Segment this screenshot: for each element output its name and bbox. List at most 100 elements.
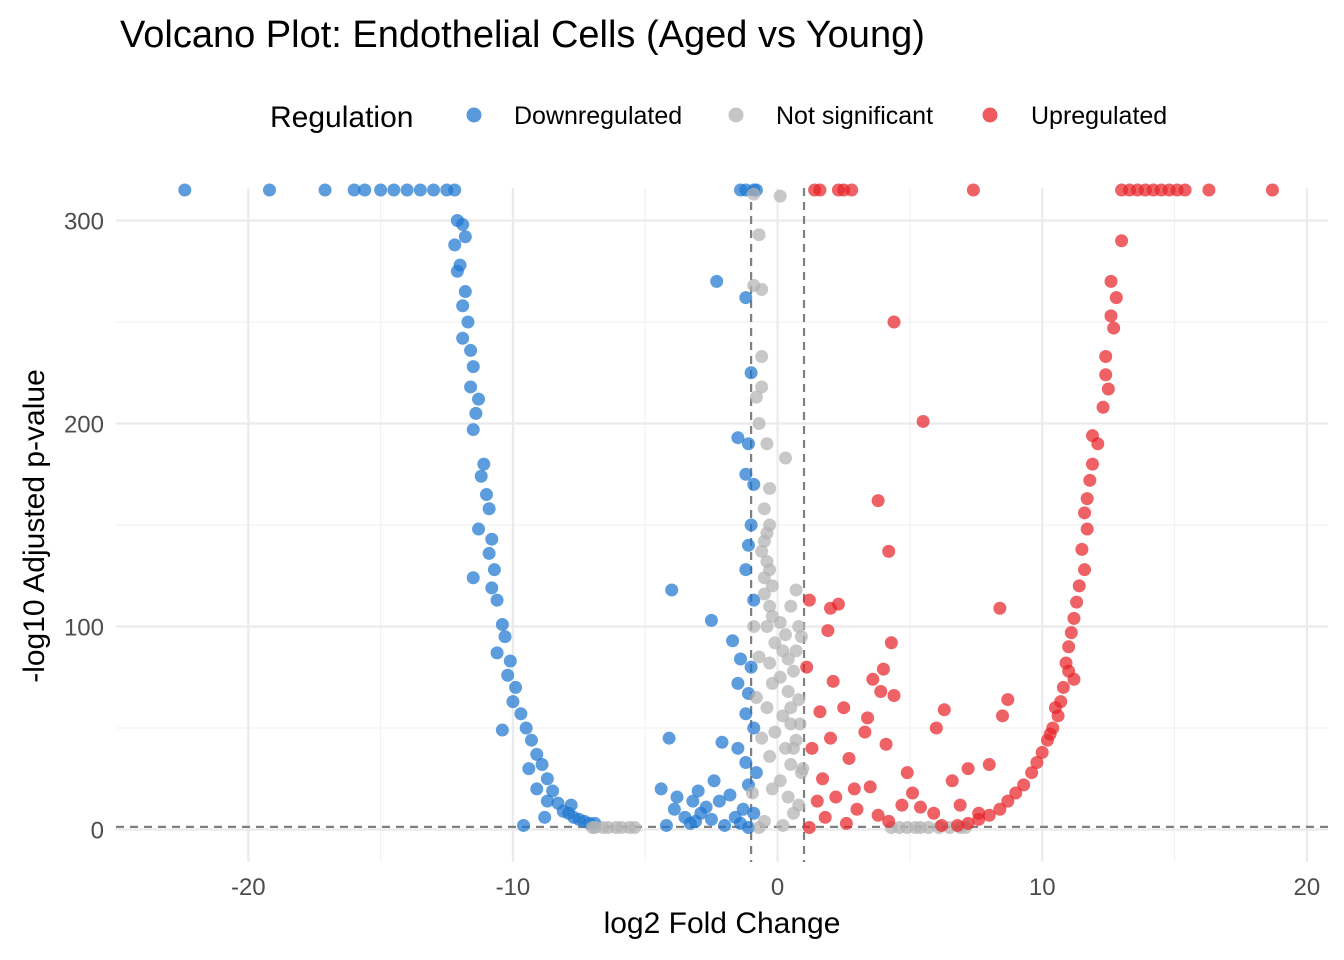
- point-downregulated: [456, 331, 470, 345]
- point-not-significant: [749, 691, 763, 705]
- point-downregulated: [466, 571, 480, 585]
- point-upregulated: [837, 701, 851, 715]
- point-not-significant: [768, 725, 782, 739]
- point-downregulated: [538, 810, 552, 824]
- point-downregulated: [469, 406, 483, 420]
- point-upregulated: [871, 808, 885, 822]
- point-not-significant: [763, 481, 777, 495]
- point-downregulated: [731, 431, 745, 445]
- point-downregulated: [413, 183, 427, 197]
- point-downregulated: [474, 469, 488, 483]
- point-not-significant: [792, 693, 806, 707]
- point-upregulated: [887, 315, 901, 329]
- x-tick-label: -20: [231, 874, 266, 901]
- point-downregulated: [741, 820, 755, 834]
- point-not-significant: [773, 189, 787, 203]
- point-upregulated: [1062, 664, 1076, 678]
- point-downregulated: [466, 423, 480, 437]
- point-upregulated: [858, 725, 872, 739]
- point-not-significant: [908, 820, 922, 834]
- point-not-significant: [760, 437, 774, 451]
- point-not-significant: [757, 502, 771, 516]
- point-downregulated: [736, 802, 750, 816]
- point-downregulated: [400, 183, 414, 197]
- point-not-significant: [921, 820, 935, 834]
- point-upregulated: [816, 772, 830, 786]
- point-downregulated: [517, 818, 531, 832]
- y-tick-label: 0: [91, 818, 104, 845]
- point-upregulated: [1035, 745, 1049, 759]
- point-not-significant: [747, 278, 761, 292]
- point-upregulated: [993, 802, 1007, 816]
- point-downregulated: [747, 593, 761, 607]
- point-upregulated: [906, 786, 920, 800]
- point-not-significant: [781, 790, 795, 804]
- point-downregulated: [744, 660, 758, 674]
- point-upregulated: [937, 703, 951, 717]
- point-downregulated: [747, 477, 761, 491]
- point-not-significant: [789, 644, 803, 658]
- point-not-significant: [628, 820, 642, 834]
- point-downregulated: [710, 274, 724, 288]
- point-downregulated: [564, 798, 578, 812]
- point-downregulated: [458, 230, 472, 244]
- y-tick-label: 300: [64, 208, 104, 235]
- point-downregulated: [540, 772, 554, 786]
- legend-label-upregulated: Upregulated: [1031, 102, 1167, 130]
- x-tick-label: 0: [771, 874, 784, 901]
- point-not-significant: [763, 599, 777, 613]
- point-downregulated: [723, 788, 737, 802]
- point-upregulated: [1115, 234, 1129, 248]
- point-not-significant: [749, 390, 763, 404]
- point-not-significant: [760, 620, 774, 634]
- point-upregulated: [1009, 786, 1023, 800]
- point-not-significant: [752, 650, 766, 664]
- point-not-significant: [781, 684, 795, 698]
- point-upregulated: [1265, 183, 1279, 197]
- point-upregulated: [945, 774, 959, 788]
- point-downregulated: [514, 707, 528, 721]
- point-upregulated: [982, 808, 996, 822]
- point-not-significant: [757, 587, 771, 601]
- point-upregulated: [874, 684, 888, 698]
- point-upregulated: [847, 782, 861, 796]
- point-downregulated: [749, 766, 763, 780]
- point-downregulated: [472, 522, 486, 536]
- point-upregulated: [813, 705, 827, 719]
- point-downregulated: [665, 583, 679, 597]
- point-upregulated: [961, 816, 975, 830]
- y-tick-label: 200: [64, 411, 104, 438]
- point-upregulated: [1043, 727, 1057, 741]
- point-downregulated: [318, 183, 332, 197]
- point-not-significant: [786, 664, 800, 678]
- x-tick-label: -10: [496, 874, 531, 901]
- point-upregulated: [961, 762, 975, 776]
- point-not-significant: [755, 350, 769, 363]
- point-upregulated: [1078, 506, 1092, 520]
- point-downregulated: [487, 563, 501, 577]
- point-upregulated: [887, 689, 901, 703]
- point-downregulated: [530, 747, 544, 761]
- point-downregulated: [479, 488, 493, 502]
- point-upregulated: [1056, 680, 1070, 694]
- point-upregulated: [839, 816, 853, 830]
- chart-title: Volcano Plot: Endothelial Cells (Aged vs…: [120, 14, 925, 56]
- point-upregulated: [1001, 693, 1015, 707]
- point-upregulated: [823, 601, 837, 615]
- point-downregulated: [490, 593, 504, 607]
- point-not-significant: [773, 615, 787, 629]
- point-upregulated: [818, 810, 832, 824]
- point-downregulated: [691, 784, 705, 798]
- point-upregulated: [861, 711, 875, 725]
- point-not-significant: [779, 628, 793, 642]
- point-downregulated: [522, 762, 536, 776]
- point-downregulated: [490, 646, 504, 660]
- legend-key-downregulated: [466, 107, 482, 123]
- point-downregulated: [741, 538, 755, 552]
- point-upregulated: [871, 494, 885, 508]
- point-downregulated: [485, 581, 499, 595]
- point-not-significant: [786, 741, 800, 755]
- point-not-significant: [757, 534, 771, 548]
- point-downregulated: [374, 183, 388, 197]
